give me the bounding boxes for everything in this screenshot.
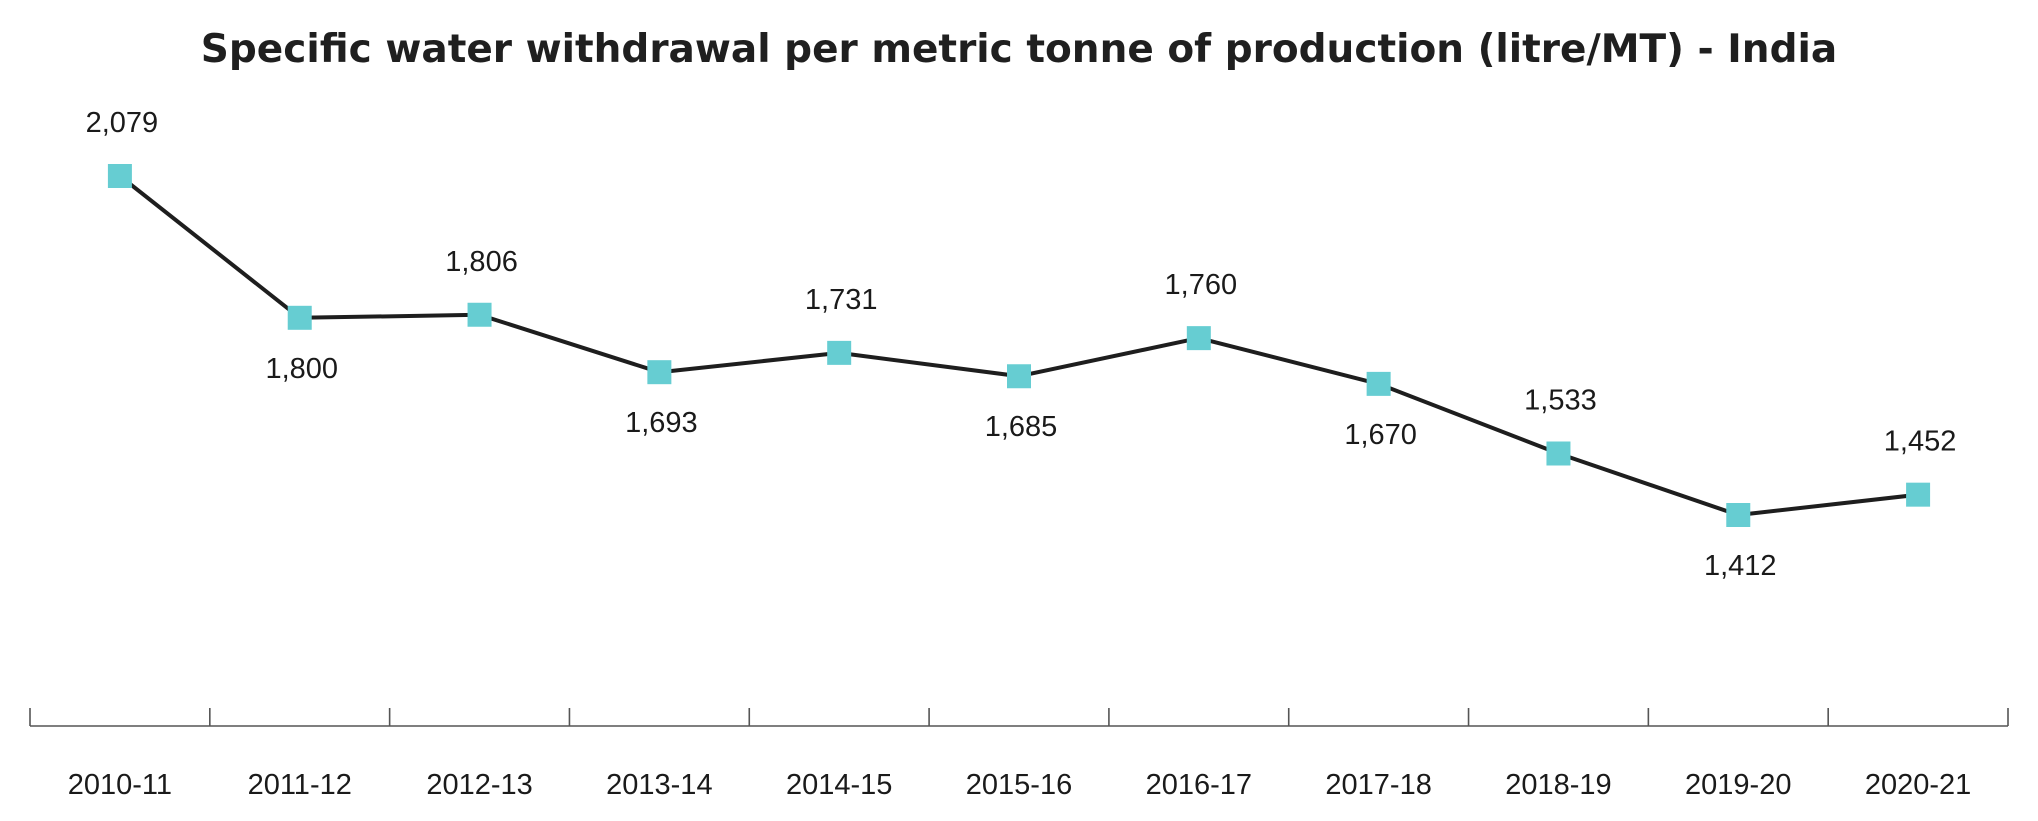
data-label: 1,533 [1524, 385, 1597, 417]
data-label: 1,685 [985, 411, 1058, 443]
data-label: 1,806 [445, 246, 518, 278]
x-tick-label: 2014-15 [786, 769, 892, 801]
x-tick-label: 2013-14 [606, 769, 712, 801]
data-point-marker [647, 360, 672, 385]
data-point-marker [107, 164, 132, 188]
x-tick-label: 2011-12 [248, 769, 352, 801]
data-label: 1,670 [1344, 419, 1417, 451]
series-line-group [118, 174, 1919, 517]
data-point-marker [1906, 482, 1931, 507]
data-label: 1,731 [805, 284, 878, 316]
data-label: 1,693 [625, 407, 698, 439]
x-tick-label: 2017-18 [1325, 769, 1431, 801]
data-label: 1,412 [1704, 550, 1777, 582]
data-point-marker [1366, 371, 1391, 396]
data-point-marker [1546, 441, 1571, 466]
data-point-marker [827, 340, 852, 365]
data-point-marker [1726, 503, 1751, 527]
data-label: 2,079 [86, 107, 159, 139]
x-tick-label: 2016-17 [1146, 769, 1252, 801]
data-label: 1,800 [265, 353, 338, 385]
data-labels: 2,079 1,800 1,806 1,693 1,731 1,685 1,760 1,670… [86, 107, 1957, 582]
x-tick-label: 2012-13 [426, 769, 532, 801]
x-axis: 2010-11 2011-12 2012-13 2013-14 2014-15 2015-… [29, 708, 2009, 801]
data-point-marker [1186, 326, 1211, 351]
chart-title: Specific water withdrawal per metric ton… [201, 27, 1837, 72]
series-line [118, 174, 1919, 517]
data-label: 1,760 [1165, 269, 1238, 301]
data-point-marker [467, 302, 492, 327]
data-markers [107, 164, 1931, 527]
x-tick-label: 2010-11 [68, 769, 172, 801]
x-tick-label: 2019-20 [1685, 769, 1791, 801]
x-tick-label: 2020-21 [1865, 769, 1971, 801]
x-tick-label: 2018-19 [1505, 769, 1611, 801]
data-point-marker [1007, 364, 1031, 389]
x-tick-label: 2015-16 [966, 769, 1072, 801]
data-point-marker [287, 305, 312, 330]
data-label: 1,452 [1884, 426, 1957, 458]
